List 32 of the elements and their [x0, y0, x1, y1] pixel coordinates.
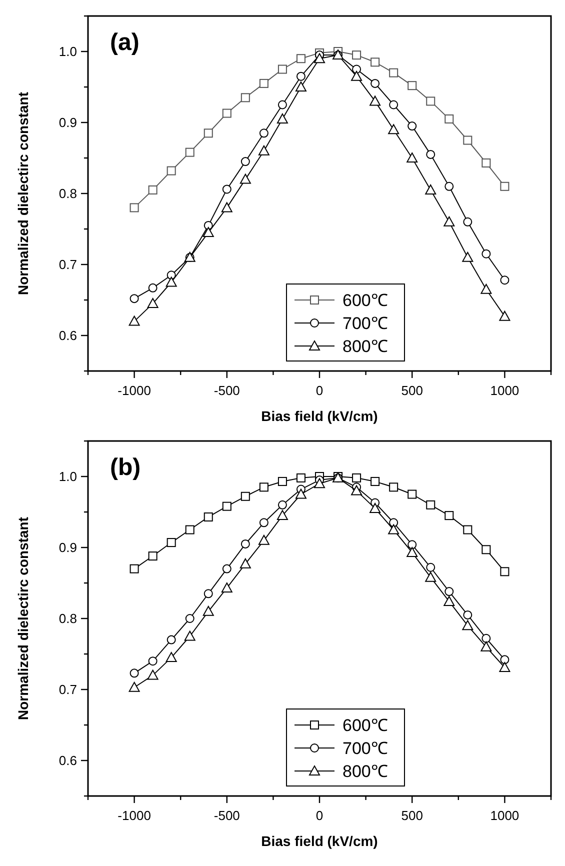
y-axis-title: Normalized dielectirc constant	[15, 92, 31, 296]
y-tick-label: 0.9	[58, 115, 77, 130]
annotation: (b)	[110, 454, 141, 481]
legend-label: 600℃	[342, 290, 388, 310]
legend-label: 800℃	[342, 762, 388, 781]
x-axis-title: Bias field (kV/cm)	[261, 408, 378, 424]
legend-label: 600℃	[342, 716, 388, 735]
x-tick-label: 500	[401, 383, 423, 398]
y-tick-label: 1.0	[58, 469, 77, 484]
x-tick-label: 500	[401, 808, 423, 823]
y-tick-label: 0.8	[58, 186, 77, 202]
x-tick-label: 1000	[490, 808, 520, 823]
y-tick-label: 1.0	[58, 44, 77, 60]
y-axis-title: Normalized dielectirc constant	[15, 516, 31, 720]
x-tick-label: -500	[214, 808, 240, 823]
legend-label: 700℃	[342, 738, 388, 758]
legend-label: 800℃	[342, 336, 388, 356]
annotation: (a)	[110, 29, 140, 56]
x-axis-title: Bias field (kV/cm)	[261, 833, 378, 849]
x-tick-label: -1000	[118, 808, 151, 823]
y-tick-label: 0.9	[58, 540, 77, 556]
y-tick-label: 0.7	[58, 257, 77, 272]
legend-label: 700℃	[342, 314, 388, 333]
x-tick-label: 0	[316, 808, 324, 823]
x-tick-label: -1000	[118, 383, 151, 398]
y-tick-label: 0.6	[58, 753, 77, 768]
x-tick-label: -500	[214, 383, 240, 398]
y-tick-label: 0.8	[58, 611, 77, 626]
y-tick-label: 0.6	[58, 328, 77, 344]
x-tick-label: 0	[316, 383, 324, 398]
y-tick-label: 0.7	[58, 682, 77, 698]
x-tick-label: 1000	[490, 383, 520, 398]
